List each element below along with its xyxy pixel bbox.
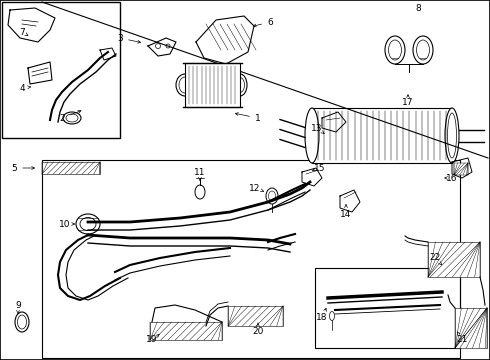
Ellipse shape — [15, 312, 29, 332]
Text: 17: 17 — [402, 98, 414, 107]
Text: 14: 14 — [341, 210, 352, 219]
Text: 19: 19 — [146, 336, 158, 345]
Ellipse shape — [155, 44, 161, 49]
Bar — [228, 306, 283, 326]
Text: 21: 21 — [456, 336, 467, 345]
Text: 3: 3 — [117, 33, 123, 42]
Text: 7: 7 — [19, 27, 25, 36]
Ellipse shape — [63, 112, 81, 124]
Bar — [42, 162, 100, 174]
Ellipse shape — [80, 217, 96, 230]
Bar — [185, 63, 240, 107]
Text: 20: 20 — [252, 328, 264, 337]
Text: 11: 11 — [194, 167, 206, 176]
Text: 10: 10 — [59, 220, 71, 229]
Text: 18: 18 — [316, 314, 328, 323]
Bar — [454, 163, 468, 175]
Ellipse shape — [413, 36, 433, 64]
Ellipse shape — [385, 36, 405, 64]
Text: 13: 13 — [311, 123, 323, 132]
Text: 12: 12 — [249, 184, 261, 193]
Text: 4: 4 — [19, 84, 25, 93]
Ellipse shape — [329, 311, 335, 320]
Ellipse shape — [445, 108, 459, 163]
Bar — [150, 322, 222, 340]
Ellipse shape — [195, 185, 205, 199]
Ellipse shape — [305, 108, 319, 163]
Bar — [312, 108, 452, 163]
Bar — [2, 2, 120, 138]
Bar — [428, 242, 480, 277]
Text: 2: 2 — [59, 113, 65, 122]
Bar — [315, 268, 460, 348]
Ellipse shape — [176, 74, 194, 96]
Text: 1: 1 — [255, 113, 261, 122]
Ellipse shape — [266, 188, 278, 204]
Ellipse shape — [166, 44, 170, 48]
Bar — [455, 308, 487, 348]
Ellipse shape — [76, 214, 100, 234]
Text: 22: 22 — [429, 253, 441, 262]
Text: 5: 5 — [11, 163, 17, 172]
Text: 9: 9 — [15, 301, 21, 310]
Text: 15: 15 — [314, 163, 326, 172]
Text: 8: 8 — [415, 4, 421, 13]
Text: 6: 6 — [267, 18, 273, 27]
Text: 16: 16 — [446, 174, 458, 183]
Bar — [42, 160, 460, 358]
Ellipse shape — [233, 74, 247, 96]
